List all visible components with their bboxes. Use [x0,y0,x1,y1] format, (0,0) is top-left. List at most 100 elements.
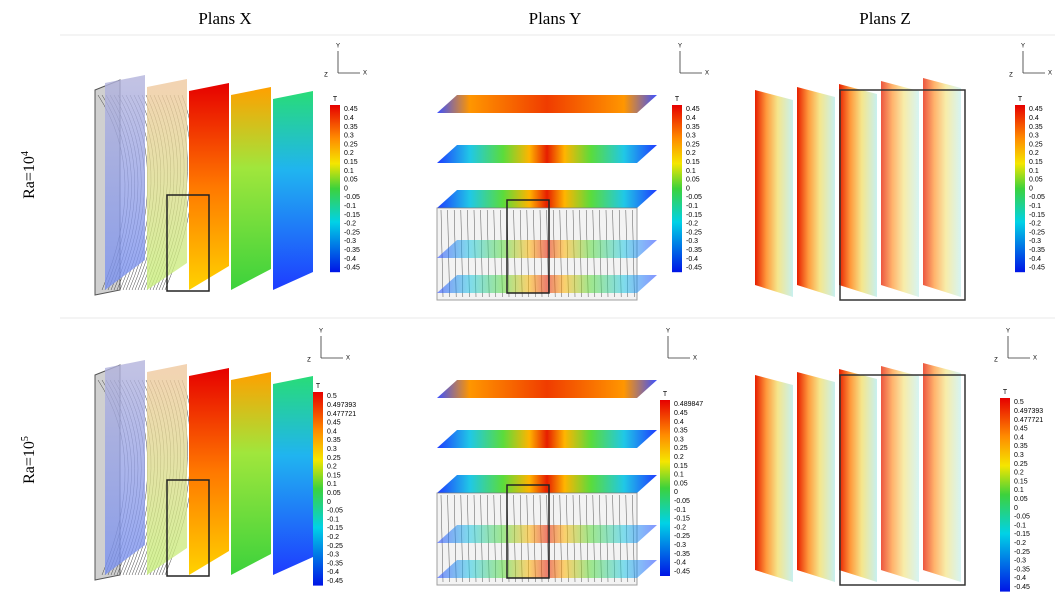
legend-label: -0.05 [674,498,690,505]
legend-label: 0 [674,489,678,496]
legend-label: -0.05 [1014,514,1030,521]
temperature-plane [189,368,229,575]
box-frame [839,89,966,301]
legend-label: 0.25 [686,141,700,148]
legend-label: -0.4 [1014,575,1026,582]
axis-label: Y [319,329,323,335]
temperature-plane [839,369,877,582]
axis-label: X [1033,356,1037,362]
column-header: Plans X [198,9,251,28]
legend-label: -0.1 [674,507,686,514]
legend-label: 0.25 [674,445,688,452]
legend-label: 0 [327,499,331,506]
row-label-base: Ra=10 [21,441,38,484]
legend-label: -0.4 [327,569,339,576]
temperature-plane [437,560,657,578]
colorbar [313,392,323,586]
panel: Y Z X T 0.45 0.4 0.35 0.30.25 0.2 0.15 0.1 0.050 -0.… [94,44,367,296]
legend-label: 0.2 [1029,150,1039,157]
temperature-plane [881,81,919,297]
temperature-plane [923,78,961,297]
legend-label: -0.15 [327,525,343,532]
temperature-plane [437,380,657,398]
legend-label: -0.05 [1029,194,1045,201]
legend-label: 0.497393 [327,402,356,409]
legend-label: 0.05 [1029,177,1043,184]
legend-label: 0.3 [1014,452,1024,459]
temperature-plane [437,430,657,448]
temperature-plane [437,190,657,208]
axis-label: X [346,356,350,362]
legend-label: 0.05 [327,490,341,497]
highlight-box [506,199,550,294]
legend-label: 0.45 [686,106,700,113]
legend-label: -0.3 [674,542,686,549]
panel: Y Z X T 0.5 0.497393 0.477721 0.450.4 0.35 0.3 0.2… [755,329,1043,592]
legend-label: -0.25 [344,229,360,236]
colorbar [1015,105,1025,273]
legend-label: -0.35 [674,551,690,558]
legend-label: 0.5 [1014,399,1024,406]
column-header: Plans Y [529,9,582,28]
highlight-box [166,194,210,292]
legend-title: T [333,96,338,103]
temperature-plane [231,372,271,575]
box-frame [839,374,966,586]
legend-label: 0.25 [1014,461,1028,468]
legend-label: -0.4 [344,256,356,263]
temperature-plane [881,366,919,582]
axis-label: Z [1009,73,1013,79]
legend-label: 0.1 [1029,168,1039,175]
legend-label: -0.4 [1029,256,1041,263]
temperature-plane [105,360,145,575]
legend-label: 0.05 [344,177,358,184]
colorbar [330,105,340,273]
panel: Y Z X T 0.45 0.4 0.35 0.30.25 0.2 0.15 0.1 0.050 -0.… [755,44,1052,301]
legend-label: 0.3 [327,446,337,453]
legend-label: 0.3 [1029,133,1039,140]
legend-label: 0.4 [1014,434,1024,441]
legend-label: -0.15 [344,212,360,219]
temperature-plane [273,376,313,575]
temperature-plane [147,364,187,575]
temperature-plane [755,90,793,297]
axis-label: X [705,71,709,77]
legend-label: 0.05 [674,480,688,487]
legend-label: 0.25 [1029,141,1043,148]
temperature-plane [755,375,793,582]
legend-label: -0.2 [327,534,339,541]
legend-label: -0.3 [327,552,339,559]
legend-label: -0.05 [686,194,702,201]
legend-label: -0.45 [1014,584,1030,591]
temperature-plane [189,83,229,290]
colorbar [672,105,682,273]
axis-label: Y [1006,329,1010,335]
row-label: Ra=105 [20,436,38,484]
legend-title: T [316,383,321,390]
temperature-plane [797,87,835,297]
temperature-plane [839,84,877,297]
temperature-plane [231,87,271,290]
axis-label: X [363,71,367,77]
legend-label: -0.15 [1029,212,1045,219]
axis-label: Y [336,44,340,50]
legend-label: 0.2 [1014,470,1024,477]
legend-label: 0.1 [327,481,337,488]
legend-label: 0.4 [344,115,354,122]
legend-label: 0.25 [327,455,341,462]
legend-label: -0.1 [327,516,339,523]
legend-label: 0.4 [327,428,337,435]
legend-label: -0.25 [327,543,343,550]
legend-label: 0.15 [1014,478,1028,485]
legend-label: 0.35 [1014,443,1028,450]
axis-label: Z [994,358,998,364]
legend-label: -0.1 [686,203,698,210]
legend-label: -0.25 [1029,229,1045,236]
legend-label: 0.35 [327,437,341,444]
temperature-plane [437,145,657,163]
axis-label: Z [307,358,311,364]
legend-label: 0.15 [674,463,688,470]
legend-label: -0.2 [686,221,698,228]
legend-label: -0.05 [327,508,343,515]
